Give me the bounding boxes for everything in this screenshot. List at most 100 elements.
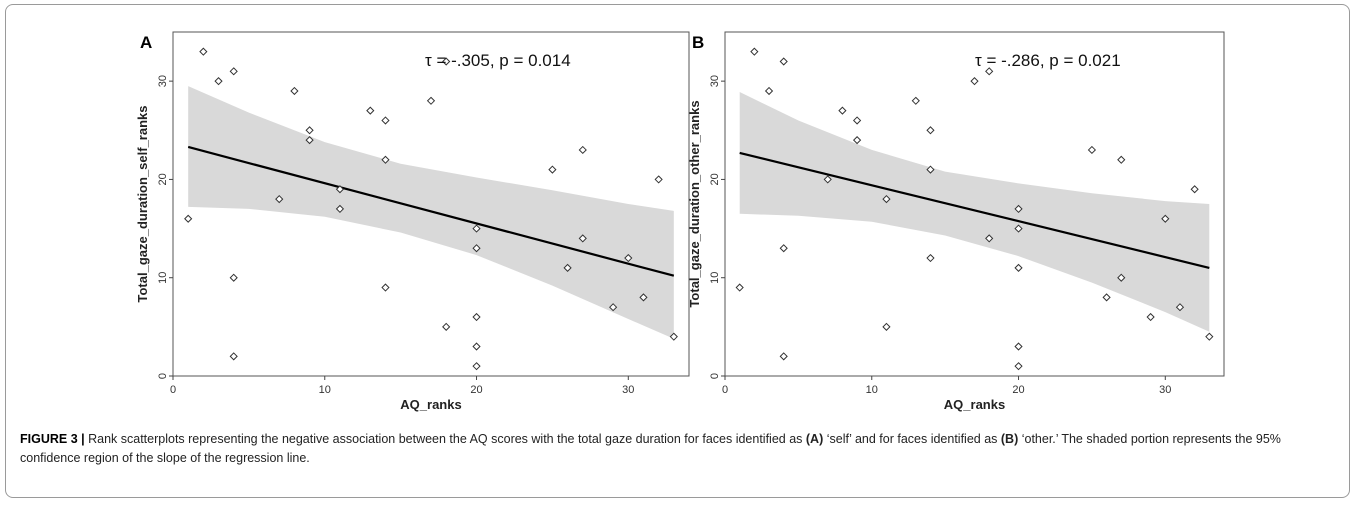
panel-a-y-tick-label-0: 0 (157, 373, 169, 379)
panel-a-point-31 (654, 175, 663, 184)
panel-a-point-1 (199, 47, 208, 56)
panel-b-point-6 (823, 175, 832, 184)
caption-text-3: ‘other.’ The shaded portion represents t… (20, 432, 1281, 465)
panel-b-y-tick-label-0: 0 (709, 373, 721, 379)
panel-b-point-25 (1102, 293, 1111, 302)
panel-b-regression-line (739, 151, 1210, 269)
panel-a-point-28 (609, 303, 618, 312)
caption-bold-b: (B) (1000, 432, 1019, 446)
panel-b-stat-annotation: τ = -.286, p = 0.021 (975, 51, 1121, 70)
panel-a-point-24 (548, 165, 557, 174)
panel-b-point-8 (852, 116, 862, 125)
panel-a-x-tick-label-1: 10 (319, 384, 331, 396)
panel-a-point-2 (214, 77, 223, 86)
panel-a-x-tick-label-0: 0 (170, 384, 176, 396)
panel-a-point-15 (381, 283, 390, 292)
panel-a-x-tick-label-3: 30 (622, 384, 634, 396)
panel-a-regression-line (187, 145, 675, 277)
panel-a-plot-border (172, 31, 690, 377)
panel-b-point-14 (926, 165, 935, 174)
panel-b-y-tick-label-2: 20 (709, 173, 721, 185)
panel-b-plot-border (724, 31, 1225, 377)
panel-a-point-17 (442, 57, 451, 66)
panel-a-point-16 (426, 96, 436, 105)
figure-charts: 0 10 20 30 0 10 20 30 AQ_ranks Total_gaze_duratio… (135, 31, 1225, 412)
panel-a-letter: A (140, 33, 152, 52)
panel-a-point-9 (305, 136, 314, 145)
panel-a-point-18 (442, 322, 451, 331)
panel-a-point-26 (578, 145, 587, 155)
panel-a-point-20 (472, 244, 481, 253)
panel-a-y-tick-label-3: 30 (157, 75, 169, 87)
panel-a-point-30 (639, 293, 648, 302)
panel-b-x-axis-title: AQ_ranks (944, 397, 1005, 412)
panel-b-point-10 (882, 194, 891, 204)
panel-a-point-6 (275, 194, 284, 204)
panel-b-point-15 (926, 253, 935, 263)
panel-b-point-7 (838, 106, 847, 115)
panel-b-point-13 (926, 126, 935, 135)
panel-b-point-4 (779, 244, 788, 253)
panel-a-point-19 (472, 224, 481, 233)
panel-b-point-11 (882, 322, 891, 331)
panel-a-stat-annotation: τ = -.305, p = 0.014 (425, 51, 571, 70)
panel-a-point-3 (229, 67, 238, 76)
caption-text-2: ‘self’ and for faces identified as (823, 432, 1001, 446)
panel-b-point-18 (985, 234, 994, 243)
panel-b-point-3 (779, 57, 788, 66)
caption-bold-a: (A) (805, 432, 824, 446)
panel-b-x-tick-label-1: 10 (866, 384, 878, 396)
panel-a-point-22 (472, 342, 481, 351)
panel-b-point-28 (1146, 312, 1155, 322)
panel-b-point-5 (779, 352, 788, 361)
panel-b-point-9 (852, 136, 862, 145)
panel-b-y-tick-label-1: 10 (709, 272, 721, 284)
caption-figure-label: FIGURE 3 | (20, 432, 85, 446)
panel-b-x-tick-label-3: 30 (1159, 384, 1171, 396)
panel-b-y-axis-title: Total_gaze_duration_other_ranks (687, 100, 702, 307)
panel-a-x-tick-label-2: 20 (470, 384, 482, 396)
panel-a-point-0 (184, 214, 193, 223)
panel-a-point-8 (305, 126, 314, 135)
panel-b-point-17 (985, 67, 994, 76)
panel-b-point-27 (1117, 273, 1126, 282)
panel-b-x-tick-label-0: 0 (722, 384, 728, 396)
panel-b-point-24 (1087, 145, 1097, 155)
panel-b-point-23 (1014, 362, 1023, 371)
panel-b-point-2 (764, 86, 774, 96)
panel-b-y-tick-label-3: 30 (709, 75, 721, 87)
panel-b-point-22 (1014, 342, 1023, 351)
panel-b-point-32 (1205, 332, 1214, 341)
panel-b-point-30 (1175, 303, 1185, 312)
panel-b-point-21 (1014, 263, 1023, 272)
panel-a-y-axis-title: Total_gaze_duration_self_ranks (135, 106, 150, 303)
panel-a-point-25 (563, 263, 572, 272)
panel-b-point-20 (1014, 224, 1023, 233)
panel-b-point-31 (1190, 185, 1199, 194)
panel-a-point-29 (624, 253, 633, 263)
panel-b-point-19 (1014, 204, 1023, 214)
panel-b-point-1 (750, 47, 759, 56)
panel-a-x-axis-title: AQ_ranks (400, 397, 461, 412)
panel-b-point-0 (735, 283, 744, 292)
panel-a-point-11 (335, 204, 345, 214)
panel-a-point-12 (366, 106, 375, 115)
panel-a-point-10 (335, 185, 345, 194)
panel-a-point-13 (381, 116, 390, 125)
panel-a-point-23 (472, 362, 481, 371)
panel-b-point-26 (1117, 155, 1126, 164)
panel-b-x-tick-label-2: 20 (1012, 384, 1024, 396)
panel-a-point-4 (229, 273, 238, 282)
panel-a-point-32 (669, 332, 678, 341)
panel-a-y-tick-label-1: 10 (157, 272, 169, 284)
panel-a-point-5 (229, 352, 238, 361)
panel-b-letter: B (692, 33, 704, 52)
caption-text-1: Rank scatterplots representing the negat… (84, 432, 806, 446)
panel-a-point-7 (290, 86, 299, 96)
panel-a-point-14 (381, 155, 390, 164)
panel-b-point-29 (1161, 214, 1170, 223)
panel-a-y-tick-label-2: 20 (157, 173, 169, 185)
panel-b-point-12 (911, 96, 920, 105)
panel-b-confidence-band (739, 92, 1210, 332)
panel-a-point-27 (578, 234, 587, 243)
